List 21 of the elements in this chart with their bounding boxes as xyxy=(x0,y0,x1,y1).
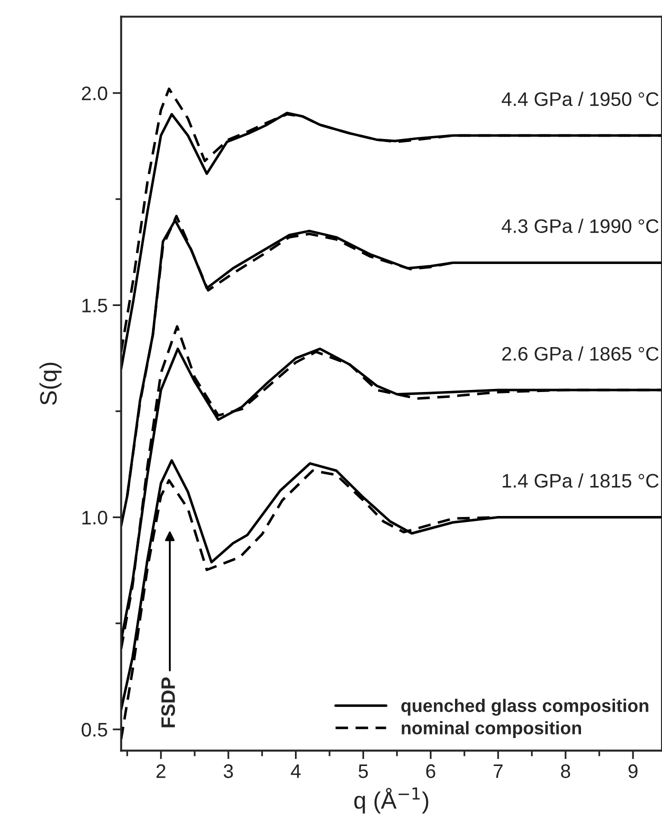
y-tick-label: 2.0 xyxy=(82,86,108,100)
legend-label: nominal composition xyxy=(402,721,582,738)
x-tick-label: 5 xyxy=(358,764,368,778)
x-tick-label: 9 xyxy=(628,764,638,778)
annotation: 2.6 GPa / 1865 °C xyxy=(502,346,659,361)
annotation: 4.3 GPa / 1990 °C xyxy=(502,218,659,234)
y-tick-label: 0.5 xyxy=(82,722,108,737)
y-tick-label: 1.0 xyxy=(82,510,108,525)
x-tick-label: 7 xyxy=(494,764,503,778)
x-axis-title: q (Å$^{−1}$) xyxy=(354,787,428,814)
x-tick-label: 2 xyxy=(156,764,166,778)
x-tick-label: 3 xyxy=(224,764,233,778)
annotation: 4.4 GPa / 1950 °C xyxy=(502,92,659,106)
x-tick-label: 4 xyxy=(290,764,301,778)
annotation: FSDP xyxy=(161,677,176,728)
x-tick-label: 6 xyxy=(426,764,436,778)
y-axis-title: S(q) xyxy=(39,362,62,405)
y-tick-label: 1.5 xyxy=(82,298,108,312)
legend-label: quenched glass composition xyxy=(401,698,648,716)
annotation: 1.4 GPa / 1815 °C xyxy=(502,473,659,488)
x-tick-label: 8 xyxy=(561,764,570,778)
